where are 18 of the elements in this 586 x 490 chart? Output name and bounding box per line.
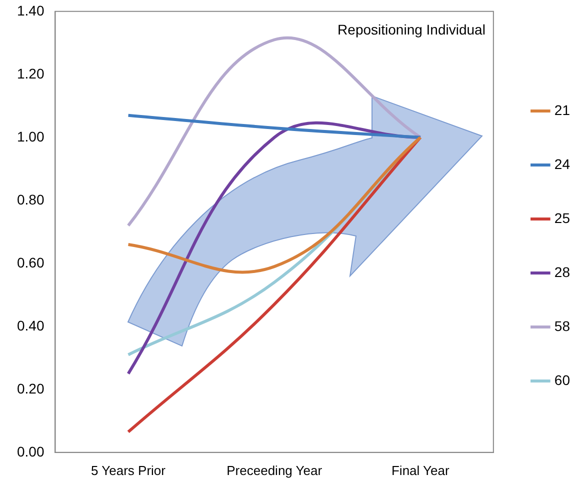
legend-label: 60 [554,372,570,388]
y-tick-label: 0.80 [17,191,44,208]
legend-label: 25 [554,210,570,226]
x-tick-label: Final Year [391,462,450,478]
y-tick-label: 1.00 [17,128,44,144]
annotation: Repositioning Individual [338,21,486,38]
y-tick-label: 1.20 [17,65,44,82]
legend-label: 28 [554,264,570,280]
y-tick-label: 0.40 [17,317,44,334]
legend-label: 21 [554,102,570,118]
legend-label: 24 [554,156,570,172]
x-tick-label: Preceeding Year [226,462,323,478]
y-tick-label: 0.60 [17,254,44,270]
y-tick-label: 1.40 [17,2,44,18]
legend-label: 58 [554,318,570,334]
x-tick-label: 5 Years Prior [91,462,166,478]
y-tick-label: 0.20 [17,380,44,396]
y-tick-label: 0.00 [17,443,44,460]
